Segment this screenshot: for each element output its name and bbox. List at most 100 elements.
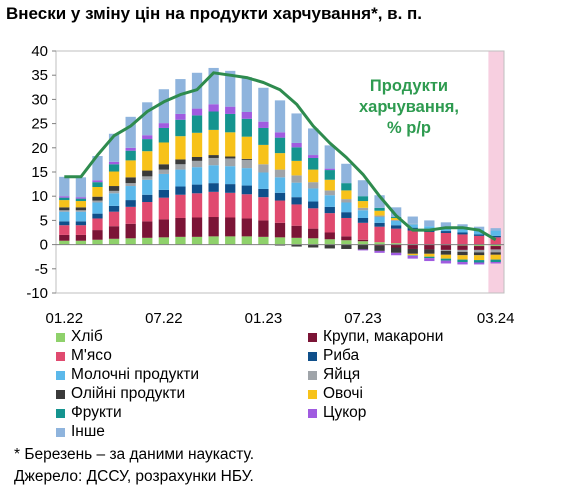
legend-item-other: Інше — [56, 423, 105, 441]
bar-other — [341, 163, 352, 184]
bar-eggs — [490, 249, 501, 253]
stacked-bar-chart: -10 -5 0 5 10 15 20 25 30 35 40 01.22 07.22 01.23 07.2… — [26, 43, 514, 327]
bar-fish — [473, 234, 485, 236]
bar-veg — [158, 142, 169, 165]
bar-fish — [308, 201, 319, 209]
bar-fish — [241, 185, 252, 195]
bar-oils — [473, 252, 485, 256]
bar-dairy — [208, 165, 219, 184]
bar-sugar — [324, 168, 335, 171]
bar-oils — [92, 196, 103, 201]
bar-veg — [424, 253, 435, 257]
y-tick-label: -5 — [35, 261, 48, 278]
bar-cereals — [108, 226, 120, 239]
bar-eggs — [92, 200, 103, 203]
bar-other — [357, 180, 369, 197]
x-tick-label: 07.22 — [145, 310, 183, 327]
bar-other — [490, 228, 501, 231]
bar-dairy — [241, 168, 252, 186]
bar-eggs — [59, 210, 70, 212]
bar-oils — [308, 244, 319, 248]
bar-fruits — [274, 137, 286, 154]
bar-dairy — [324, 195, 335, 207]
legend-swatch — [56, 332, 65, 342]
bar-sugar — [291, 142, 302, 148]
bar-fish — [324, 206, 335, 214]
bar-eggs — [391, 219, 402, 221]
bar-sugar — [241, 111, 252, 119]
bar-other — [473, 226, 485, 230]
bar-bread — [108, 238, 120, 245]
bar-fish — [125, 200, 136, 207]
bar-cereals — [125, 223, 136, 239]
y-tick-label: 40 — [31, 43, 48, 60]
bar-fruits — [208, 111, 219, 130]
bar-veg — [473, 255, 485, 261]
y-tick-label: 20 — [31, 140, 48, 157]
bar-veg — [440, 254, 452, 259]
legend-label: Молочні продукти — [71, 366, 200, 383]
bar-dairy — [457, 228, 468, 233]
legend-swatch — [56, 408, 65, 418]
bar-veg — [490, 254, 501, 260]
bar-oils — [440, 250, 452, 255]
bar-fish — [108, 205, 120, 212]
bar-veg — [258, 144, 269, 165]
bar-fruits — [308, 157, 319, 170]
legend-item-oils: Олійні продукти — [56, 385, 185, 403]
bar-dairy — [75, 211, 87, 222]
bar-oils — [357, 244, 369, 250]
bar-eggs — [191, 160, 203, 168]
bar-meat — [407, 230, 418, 245]
bar-meat — [391, 228, 402, 244]
legend-item-fruits: Фрукти — [56, 404, 122, 422]
bar-cereals — [75, 234, 87, 241]
bar-cereals — [92, 230, 103, 240]
bar-bread — [357, 241, 369, 245]
bar-fish — [457, 232, 468, 235]
bar-veg — [324, 179, 335, 191]
bar-dairy — [490, 230, 501, 236]
bar-veg — [208, 129, 219, 156]
legend-label: Овочі — [323, 385, 363, 402]
bar-bread — [175, 236, 186, 245]
legend-label: М'ясо — [71, 347, 112, 364]
bar-cereals — [258, 220, 269, 237]
bar-cereals — [391, 244, 402, 248]
bar-oils — [490, 252, 501, 255]
bar-sugar — [457, 262, 468, 265]
bar-veg — [357, 201, 369, 208]
bar-cereals — [407, 244, 418, 249]
bar-fruits — [108, 164, 120, 172]
bar-oils — [407, 248, 418, 254]
bar-other — [108, 133, 120, 162]
bar-eggs — [457, 249, 468, 252]
bar-other — [175, 79, 186, 114]
bar-veg — [457, 255, 468, 260]
bar-dairy — [158, 173, 169, 190]
bar-other — [324, 145, 335, 169]
bar-fruits — [258, 127, 269, 145]
bar-oils — [424, 249, 435, 254]
bar-dairy — [274, 177, 286, 193]
bar-cereals — [225, 217, 236, 237]
bar-veg — [142, 151, 153, 171]
y-tick-label: 5 — [40, 212, 48, 229]
bar-fish — [59, 221, 70, 226]
bar-cereals — [274, 222, 286, 238]
bar-other — [308, 128, 319, 156]
legend-label: Яйця — [323, 366, 361, 383]
bar-other — [374, 195, 385, 208]
bar-oils — [241, 158, 252, 160]
bar-sugar — [473, 262, 485, 265]
bar-meat — [258, 197, 269, 221]
bar-bread — [391, 243, 402, 245]
bar-other — [225, 70, 236, 107]
bar-cereals — [208, 217, 219, 237]
bar-dairy — [391, 220, 402, 226]
bar-eggs — [473, 249, 485, 253]
bar-fish — [225, 184, 236, 193]
bar-cereals — [473, 246, 485, 250]
y-tick-label: 25 — [31, 116, 48, 133]
bar-dairy — [175, 169, 186, 187]
